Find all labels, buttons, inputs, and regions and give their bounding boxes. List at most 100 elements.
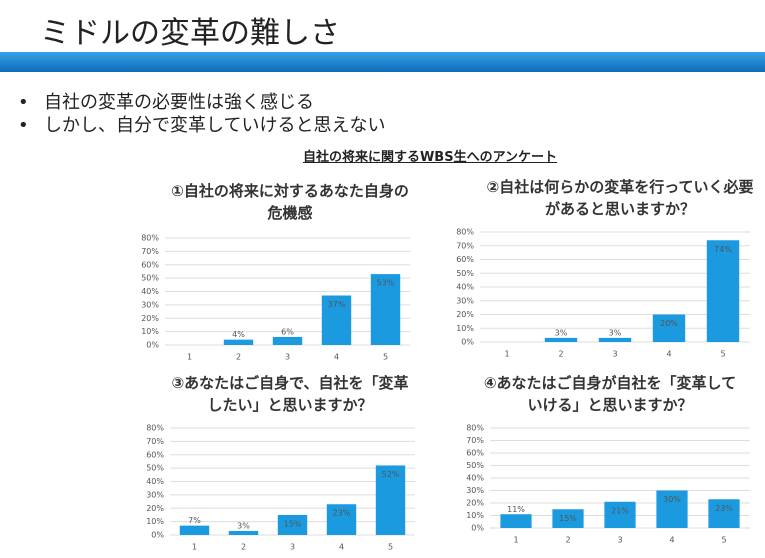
data-label: 11% xyxy=(507,505,525,514)
bar xyxy=(326,504,357,535)
bar xyxy=(552,509,584,528)
data-label: 23% xyxy=(715,504,733,513)
x-tick-label: 4 xyxy=(666,350,671,359)
survey-title: 自社の将来に関するWBS生へのアンケート xyxy=(302,150,558,165)
data-label: 30% xyxy=(663,495,681,504)
bullet-text: 自社の変革の必要性は強く感じる xyxy=(44,92,314,113)
data-label: 21% xyxy=(611,506,629,515)
x-tick-label: 5 xyxy=(383,353,388,362)
bar xyxy=(375,465,406,535)
header-band xyxy=(0,52,765,72)
y-tick-label: 20% xyxy=(456,310,474,319)
data-label: 37% xyxy=(328,300,346,309)
y-tick-label: 60% xyxy=(456,255,474,264)
bar xyxy=(321,295,352,345)
x-tick-label: 3 xyxy=(612,350,617,359)
y-tick-label: 60% xyxy=(466,449,484,458)
y-tick-label: 10% xyxy=(146,517,164,526)
y-tick-label: 50% xyxy=(456,269,474,278)
y-tick-label: 70% xyxy=(141,247,159,256)
bar xyxy=(708,499,740,528)
data-label: 6% xyxy=(281,327,294,336)
bar xyxy=(370,274,401,345)
y-tick-label: 30% xyxy=(141,300,159,309)
x-tick-label: 1 xyxy=(513,536,518,545)
data-label: 4% xyxy=(232,330,245,339)
bar xyxy=(179,525,210,535)
data-label: 15% xyxy=(559,514,577,523)
data-label: 7% xyxy=(188,516,201,525)
data-label: 3% xyxy=(237,521,250,530)
x-tick-label: 2 xyxy=(236,353,241,362)
bar xyxy=(272,336,303,345)
bar xyxy=(500,514,532,528)
y-tick-label: 10% xyxy=(456,324,474,333)
x-tick-label: 2 xyxy=(558,350,563,359)
data-label: 23% xyxy=(333,509,351,518)
y-tick-label: 20% xyxy=(466,499,484,508)
bar xyxy=(277,514,308,535)
x-tick-label: 3 xyxy=(617,536,622,545)
y-tick-label: 80% xyxy=(141,234,159,243)
y-tick-label: 60% xyxy=(146,450,164,459)
y-tick-label: 80% xyxy=(466,424,484,433)
y-tick-label: 0% xyxy=(461,338,474,347)
y-tick-label: 70% xyxy=(146,437,164,446)
x-tick-label: 1 xyxy=(192,543,197,552)
bar xyxy=(598,337,632,342)
data-label: 74% xyxy=(714,245,732,254)
x-tick-label: 1 xyxy=(187,353,192,362)
y-tick-label: 50% xyxy=(141,274,159,283)
y-tick-label: 30% xyxy=(466,486,484,495)
x-tick-label: 2 xyxy=(565,536,570,545)
x-tick-label: 4 xyxy=(339,543,344,552)
x-tick-label: 5 xyxy=(388,543,393,552)
y-tick-label: 10% xyxy=(466,511,484,520)
y-tick-label: 0% xyxy=(471,524,484,533)
data-label: 15% xyxy=(284,519,302,528)
chart-title: ①自社の将来に対するあなた自身の危機感 xyxy=(171,182,409,222)
x-tick-label: 4 xyxy=(334,353,339,362)
y-tick-label: 40% xyxy=(466,474,484,483)
x-tick-label: 4 xyxy=(669,536,674,545)
bar xyxy=(604,501,636,528)
data-label: 20% xyxy=(660,319,678,328)
x-tick-label: 5 xyxy=(721,536,726,545)
data-label: 3% xyxy=(609,328,622,337)
slide-title: ミドルの変革の難しさ xyxy=(40,16,340,51)
y-tick-label: 40% xyxy=(456,283,474,292)
x-tick-label: 2 xyxy=(241,543,246,552)
y-tick-label: 10% xyxy=(141,327,159,336)
bar xyxy=(223,339,254,345)
chart-title: ②自社は何らかの変革を行っていく必要があると思いますか？ xyxy=(486,178,754,218)
y-tick-label: 60% xyxy=(141,260,159,269)
y-tick-label: 30% xyxy=(146,490,164,499)
y-tick-label: 50% xyxy=(466,461,484,470)
y-tick-label: 80% xyxy=(456,228,474,237)
chart-title: ③あなたはご自身で、自社を「変革したい」と思いますか？ xyxy=(171,374,409,414)
bar xyxy=(652,314,686,342)
y-tick-label: 70% xyxy=(456,241,474,250)
y-tick-label: 70% xyxy=(466,436,484,445)
data-label: 52% xyxy=(382,470,400,479)
bar xyxy=(706,240,740,342)
y-tick-label: 80% xyxy=(146,424,164,433)
y-tick-label: 0% xyxy=(146,341,159,350)
data-label: 53% xyxy=(377,279,395,288)
y-tick-label: 30% xyxy=(456,296,474,305)
data-label: 3% xyxy=(555,328,568,337)
bullet-text: しかし、自分で変革していけると思えない xyxy=(44,115,386,136)
y-tick-label: 20% xyxy=(146,504,164,513)
y-tick-label: 40% xyxy=(141,287,159,296)
bar xyxy=(544,337,578,342)
bar xyxy=(656,490,688,528)
x-tick-label: 3 xyxy=(285,353,290,362)
y-tick-label: 0% xyxy=(151,531,164,540)
y-tick-label: 40% xyxy=(146,477,164,486)
bullet: • しかし、自分で変革していけると思えない xyxy=(18,115,386,136)
y-tick-label: 50% xyxy=(146,464,164,473)
chart-title: ④あなたはご自身が自社を「変革していける」と思いますか？ xyxy=(483,374,737,414)
x-tick-label: 5 xyxy=(720,350,725,359)
